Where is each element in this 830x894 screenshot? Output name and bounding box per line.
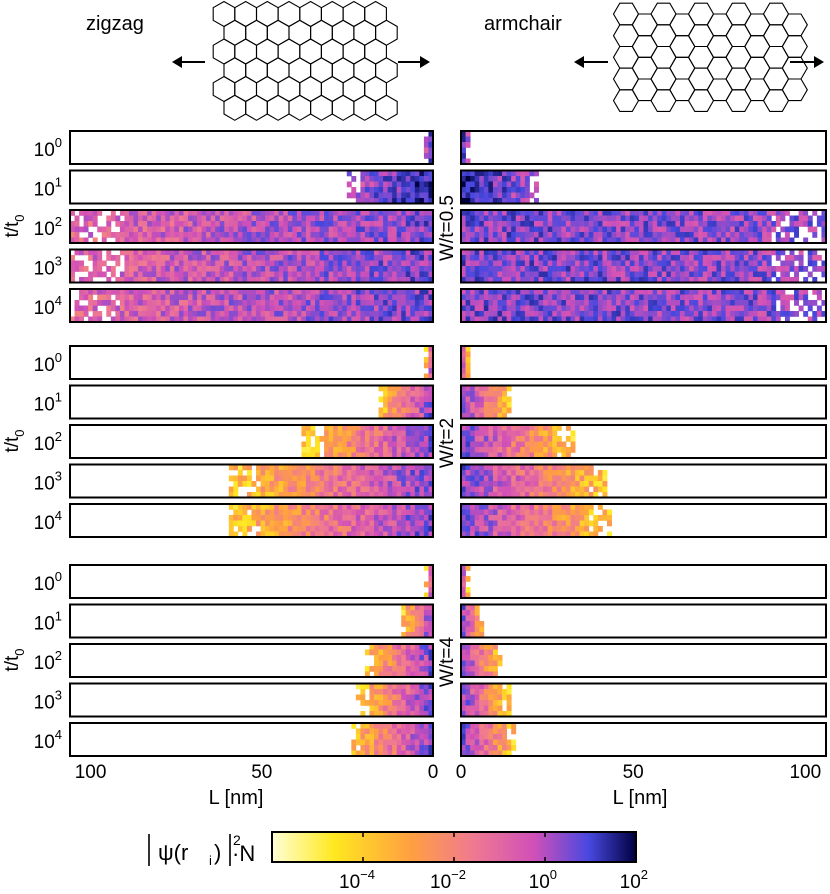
time-tick-label: 102	[34, 214, 62, 240]
time-tick-label: 102	[34, 429, 62, 455]
zigzag-heatmap-panel	[69, 603, 434, 639]
zigzag-heatmap-panel	[69, 463, 434, 499]
time-tick-label: 101	[34, 390, 62, 416]
time-tick-label: 104	[34, 727, 62, 753]
armchair-heatmap-panel	[460, 564, 827, 599]
svg-text:100: 100	[34, 135, 62, 161]
svg-text:104: 104	[34, 508, 62, 534]
x-tick-label-left: 0	[428, 762, 439, 783]
x-tick-label-right: 0	[456, 762, 467, 783]
armchair-heatmap-panel	[460, 384, 827, 420]
pull-arrow-left-zz	[172, 56, 205, 68]
x-axis-label-left: L [nm]	[209, 787, 264, 809]
armchair-heatmap-panel	[460, 248, 827, 284]
zigzag-heatmap-panel	[69, 424, 434, 459]
disorder-label: W/t=0.5	[437, 195, 458, 261]
colorbar-tick-label: 10−4	[339, 867, 375, 893]
svg-text:100: 100	[34, 569, 62, 595]
armchair-heatmap-panel	[460, 603, 827, 639]
colorbar-label-n: ·N	[232, 841, 255, 866]
y-axis-label: t/t0	[2, 429, 27, 452]
time-tick-label: 102	[34, 648, 62, 674]
pull-arrow-right-zz	[398, 56, 430, 68]
zigzag-heatmap-panel	[69, 345, 434, 380]
panel-group-1: 100 101 102 103 104 t/t0 W/t=0.5	[2, 130, 827, 323]
colorbar-label-exp: 2	[233, 832, 241, 848]
svg-text:103: 103	[34, 254, 62, 280]
svg-text:101: 101	[34, 390, 62, 416]
time-tick-label: 100	[34, 135, 62, 161]
svg-text:103: 103	[34, 469, 62, 495]
y-axis-label: t/t0	[2, 648, 27, 671]
x-axis-label-right: L [nm]	[613, 787, 668, 809]
svg-text:102: 102	[34, 429, 62, 455]
zigzag-heatmap-panel	[69, 384, 434, 420]
svg-text:101: 101	[34, 609, 62, 635]
colorbar-label-tail: )	[214, 840, 221, 865]
pull-arrow-right-ac	[790, 56, 824, 68]
zigzag-heatmap-panel	[69, 288, 434, 323]
armchair-heatmap-panel	[460, 288, 827, 323]
pull-arrow-left-ac	[574, 56, 608, 68]
x-tick-label-left: 50	[251, 762, 272, 783]
colorbar-tick-label: 100	[529, 867, 557, 893]
colorbar-tick-label: 102	[620, 867, 648, 893]
armchair-heatmap-panel	[460, 209, 827, 244]
armchair-heatmap-panel	[460, 424, 827, 459]
x-tick-label-left: 100	[75, 762, 107, 783]
time-tick-label: 103	[34, 688, 62, 714]
svg-text:100: 100	[34, 350, 62, 376]
time-tick-label: 100	[34, 350, 62, 376]
zigzag-heatmap-panel	[69, 722, 434, 757]
time-tick-label: 103	[34, 254, 62, 280]
armchair-heatmap-panel	[460, 169, 827, 205]
disorder-label: W/t=4	[437, 636, 458, 687]
time-tick-label: 101	[34, 175, 62, 201]
time-tick-label: 101	[34, 609, 62, 635]
zigzag-heatmap-panel	[69, 169, 434, 205]
disorder-label: W/t=2	[437, 418, 458, 468]
zigzag-heatmap-panel	[69, 643, 434, 678]
svg-text:102: 102	[34, 214, 62, 240]
armchair-heatmap-panel	[460, 682, 827, 718]
x-tick-label-right: 50	[623, 762, 644, 783]
panel-group-2: 100 101 102 103 104 t/t0 W/t=2	[2, 345, 827, 538]
time-tick-label: 104	[34, 293, 62, 319]
time-tick-label: 100	[34, 569, 62, 595]
colorbar-tick-label: 10−2	[430, 867, 466, 893]
zigzag-heatmap-panel	[69, 130, 434, 165]
armchair-heatmap-panel	[460, 463, 827, 499]
armchair-heatmap-panel	[460, 130, 827, 165]
colorbar-label-sub: i	[209, 853, 212, 868]
armchair-heatmap-panel	[460, 722, 827, 757]
zigzag-heatmap-panel	[69, 682, 434, 718]
armchair-lattice-diagram	[612, 2, 808, 112]
panel-group-3: 100 101 102 103 104 t/t0 W/t=4	[2, 564, 827, 757]
y-axis-label: t/t0	[2, 214, 27, 237]
svg-text:102: 102	[34, 648, 62, 674]
colorbar-ticks: 10−4 10−2 100 102	[339, 832, 648, 893]
zigzag-lattice-diagram	[212, 0, 398, 121]
svg-text:103: 103	[34, 688, 62, 714]
zigzag-heatmap-panel	[69, 564, 434, 599]
time-tick-label: 103	[34, 469, 62, 495]
armchair-heatmap-panel	[460, 643, 827, 678]
zigzag-heatmap-panel	[69, 503, 434, 538]
zigzag-heatmap-panel	[69, 209, 434, 244]
colorbar-label-psi: ψ(r	[158, 840, 188, 865]
armchair-heatmap-panel	[460, 345, 827, 380]
colorbar-label: ψ(r i ) 2 ·N	[148, 832, 255, 868]
x-tick-label-right: 100	[789, 762, 821, 783]
zigzag-heatmap-panel	[69, 248, 434, 284]
zigzag-title: zigzag	[86, 13, 144, 35]
armchair-title: armchair	[484, 13, 562, 35]
time-tick-label: 104	[34, 508, 62, 534]
svg-text:101: 101	[34, 175, 62, 201]
armchair-heatmap-panel	[460, 503, 827, 538]
svg-text:104: 104	[34, 293, 62, 319]
